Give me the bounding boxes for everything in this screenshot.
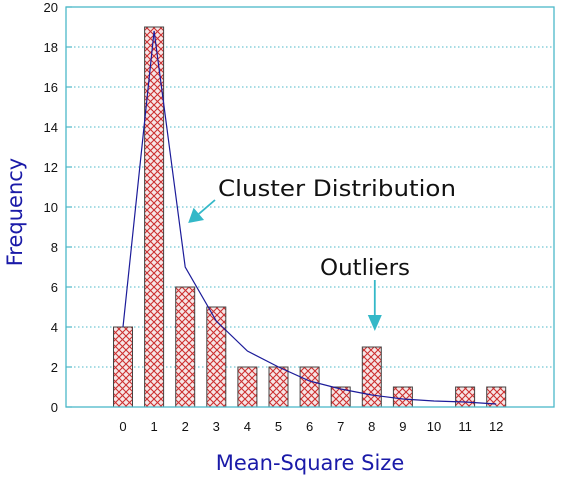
bar [175,286,196,408]
y-tick-label: 20 [44,0,58,15]
y-tick-label: 0 [51,400,58,415]
annotation-arrow-head [188,207,205,223]
x-tick-label: 2 [182,419,189,434]
y-tick-label: 16 [44,80,58,95]
x-tick-label: 4 [244,419,251,434]
y-tick-label: 2 [51,360,58,375]
annotations: Cluster Distribution Outliers [188,177,456,331]
bar [361,346,382,408]
x-tick-label: 1 [150,419,157,434]
annotation-outliers: Outliers [320,256,410,281]
annotation-arrow-shaft [198,199,216,215]
y-axis-title: Frequency [3,158,27,267]
annotation-arrow-head [367,315,382,331]
y-tick-label: 14 [44,120,58,135]
bar [237,366,258,408]
y-axis-ticks: 0 2 4 6 8 10 12 14 16 18 20 [44,0,72,415]
x-tick-label: 0 [119,419,126,434]
y-tick-label: 6 [51,280,58,295]
x-tick-label: 6 [306,419,313,434]
bar [113,326,133,408]
bars [113,26,507,408]
bar [455,386,476,408]
y-tick-label: 18 [44,40,58,55]
x-tick-label: 8 [368,419,375,434]
y-tick-label: 8 [51,240,58,255]
x-tick-label: 11 [458,419,472,434]
distribution-line [122,30,497,405]
x-tick-label: 10 [427,419,441,434]
y-tick-label: 10 [44,200,58,215]
gridlines [66,46,554,368]
annotation-cluster-distribution: Cluster Distribution [218,177,456,202]
x-axis-ticks: 0 1 2 3 4 5 6 7 8 9 10 11 12 [119,419,503,434]
bar [299,366,320,408]
x-axis-title: Mean-Square Size [216,451,405,475]
x-tick-label: 7 [337,419,344,434]
y-tick-label: 12 [44,160,58,175]
x-tick-label: 9 [399,419,406,434]
distribution-curve [122,30,497,405]
bar [392,386,413,408]
x-tick-label: 5 [275,419,282,434]
x-tick-label: 3 [213,419,220,434]
bar [206,306,227,408]
y-tick-label: 4 [51,320,58,335]
bar [268,366,289,408]
x-tick-label: 12 [489,419,503,434]
